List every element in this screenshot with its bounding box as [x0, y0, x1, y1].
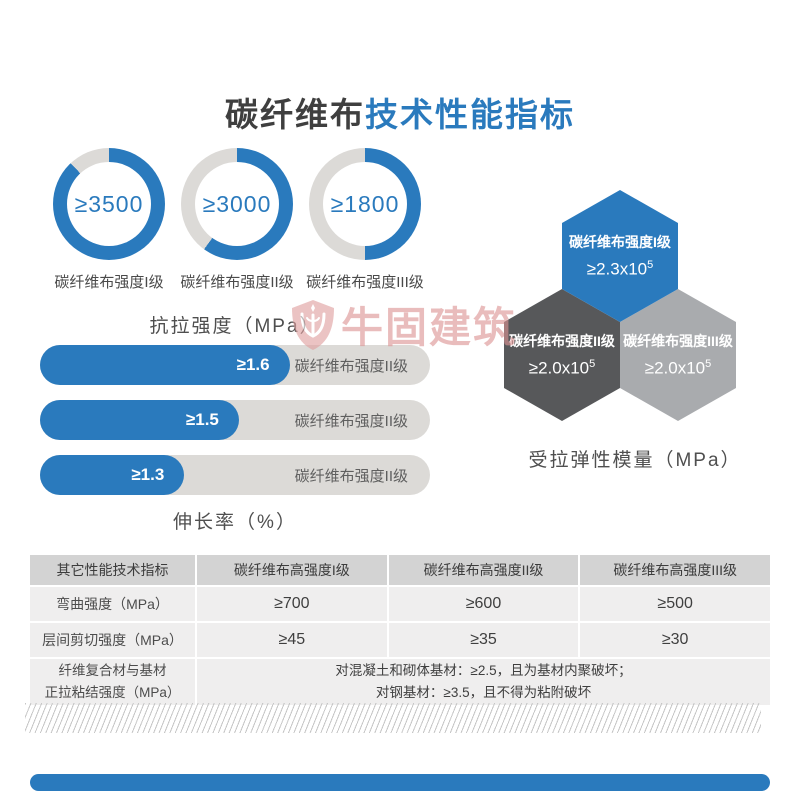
title-dark-part: 碳纤维布: [225, 96, 365, 133]
bar-fill: ≥1.3: [40, 455, 185, 495]
table-header-cell: 碳纤维布高强度II级: [388, 555, 579, 585]
elongation-bar-chart: 碳纤维布强度II级 ≥1.6 碳纤维布强度II级 ≥1.5 碳纤维布强度II级 …: [40, 345, 430, 510]
bar-value: ≥1.6: [236, 355, 270, 374]
table-cell: ≥35: [388, 623, 579, 657]
modulus-title: 受拉弹性模量（MPa）: [528, 450, 742, 471]
donut-item: ≥3000 碳纤维布强度II级: [178, 148, 296, 292]
bar-category-label: 碳纤维布强度II级: [294, 357, 408, 375]
donut-label: 碳纤维布强度III级: [306, 274, 424, 291]
table-header-cell: 碳纤维布高强度I级: [197, 555, 387, 585]
table-cell: ≥700: [197, 587, 387, 621]
donut-value: ≥1800: [330, 190, 400, 217]
donut-label: 碳纤维布强度I级: [54, 274, 164, 291]
donut-item: ≥3500 碳纤维布强度I级: [50, 148, 168, 292]
other-performance-table: 其它性能技术指标 碳纤维布高强度I级 碳纤维布高强度II级 碳纤维布高强度III…: [30, 555, 770, 705]
bar-row: 碳纤维布强度II级 ≥1.6: [40, 345, 430, 385]
hex-value: ≥2.0x105: [644, 358, 712, 378]
modulus-hexagon-group: 碳纤维布强度I级 ≥2.3x105 碳纤维布强度II级 ≥2.0x105 碳纤维…: [490, 190, 780, 445]
donut-label: 碳纤维布强度II级: [180, 274, 294, 291]
table-cell: ≥600: [388, 587, 579, 621]
bar-fill: ≥1.5: [40, 400, 239, 440]
donut-chart: ≥3000: [181, 148, 293, 260]
diagonal-stripes-divider: [25, 703, 761, 733]
elongation-title: 伸长率（%）: [173, 512, 297, 533]
tensile-strength-title: 抗拉强度（MPa）: [149, 316, 321, 337]
table-cell: ≥30: [580, 623, 770, 657]
donut-value: ≥3000: [202, 190, 272, 217]
table-row-label: 弯曲强度（MPa）: [30, 587, 195, 621]
table-header-cell: 其它性能技术指标: [30, 555, 195, 585]
bar-value: ≥1.3: [131, 465, 165, 484]
donut-value: ≥3500: [74, 190, 144, 217]
page-title: 碳纤维布技术性能指标: [0, 88, 800, 136]
title-accent-part: 技术性能指标: [365, 96, 575, 133]
table-cell: ≥45: [197, 623, 387, 657]
bar-row: 碳纤维布强度II级 ≥1.3: [40, 455, 430, 495]
hex-label: 碳纤维布强度I级: [569, 234, 671, 251]
donut-chart: ≥3500: [53, 148, 165, 260]
table-cell: ≥500: [580, 587, 770, 621]
table-row-label: 层间剪切强度（MPa）: [30, 623, 195, 657]
hex-label: 碳纤维布强度III级: [623, 333, 733, 350]
tensile-strength-donut-group: ≥3500 碳纤维布强度I级 ≥3000 碳纤维布强度II级 ≥1800 碳纤维…: [50, 148, 424, 292]
bar-category-label: 碳纤维布强度II级: [294, 412, 408, 430]
bar-value: ≥1.5: [185, 410, 219, 429]
hex-label: 碳纤维布强度II级: [509, 333, 615, 350]
bar-category-label: 碳纤维布强度II级: [294, 467, 408, 485]
table-header-cell: 碳纤维布高强度III级: [580, 555, 770, 585]
table-row-label: 纤维复合材与基材 正拉粘结强度（MPa）: [30, 659, 195, 705]
bar-row: 碳纤维布强度II级 ≥1.5: [40, 400, 430, 440]
footer-accent-bar: [30, 774, 770, 791]
hex-value: ≥2.3x105: [586, 259, 654, 279]
donut-item: ≥1800 碳纤维布强度III级: [306, 148, 424, 292]
bar-fill: ≥1.6: [40, 345, 290, 385]
donut-chart: ≥1800: [309, 148, 421, 260]
table-merged-cell: 对混凝土和砌体基材：≥2.5，且为基材内聚破坏； 对钢基材：≥3.5，且不得为粘…: [197, 659, 770, 705]
hex-value: ≥2.0x105: [528, 358, 596, 378]
